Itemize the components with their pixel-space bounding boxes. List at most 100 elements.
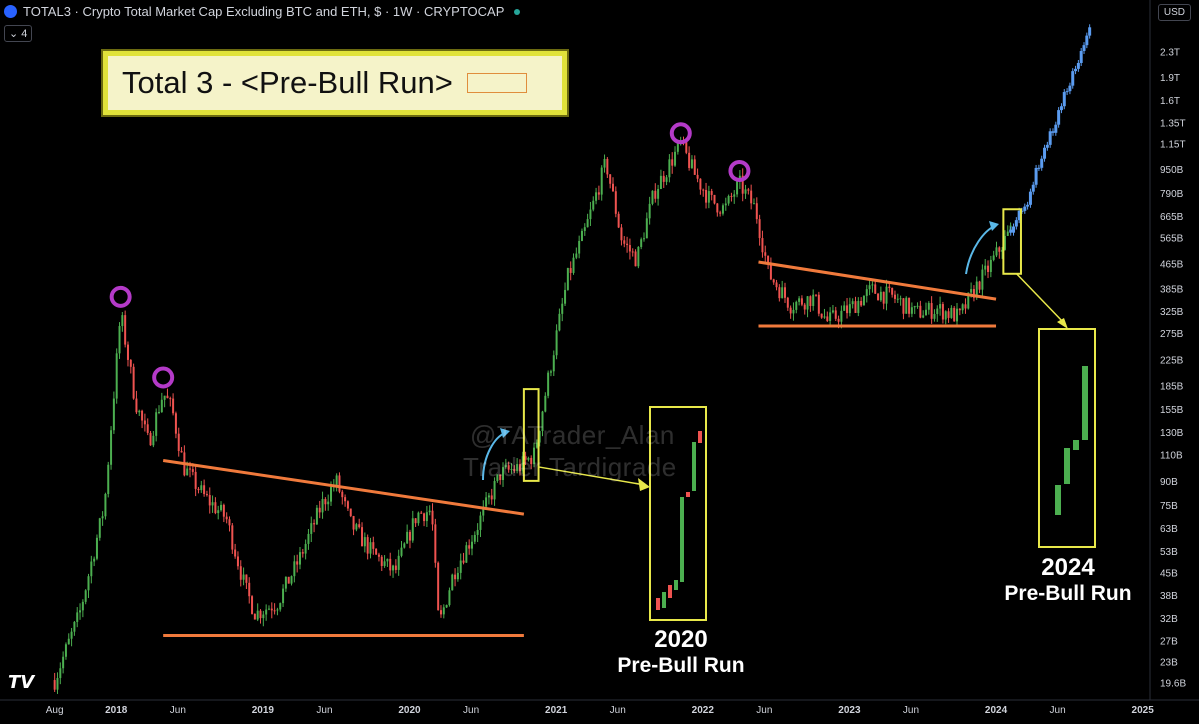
candle-body xyxy=(189,468,192,470)
candle-body xyxy=(919,305,922,318)
zoom-2024-box xyxy=(1038,328,1096,548)
candle-body xyxy=(132,366,135,399)
candle-body xyxy=(676,141,679,152)
projection-candle xyxy=(1037,167,1041,169)
candle-body xyxy=(504,465,507,468)
time-tick-label: Aug xyxy=(46,705,64,716)
price-tick-label: 385B xyxy=(1160,284,1184,295)
candle-body xyxy=(637,246,640,267)
candle-body xyxy=(437,562,440,611)
candle-body xyxy=(595,192,598,201)
price-tick-label: 45B xyxy=(1160,569,1178,580)
candle-body xyxy=(304,543,307,554)
projection-candle xyxy=(1085,35,1089,46)
candle-body xyxy=(614,191,617,214)
candle-body xyxy=(242,574,245,580)
candle-body xyxy=(902,298,905,314)
candle-body xyxy=(597,192,600,195)
candle-body xyxy=(592,200,595,210)
candle-body xyxy=(860,300,863,306)
candle-body xyxy=(555,330,558,356)
candle-body xyxy=(806,296,809,310)
candle-body xyxy=(998,247,1001,252)
candle-body xyxy=(891,287,894,295)
candle-body xyxy=(248,582,251,597)
candle-body xyxy=(958,308,961,311)
candle-body xyxy=(941,304,944,320)
candle-body xyxy=(834,310,837,319)
candle-body xyxy=(908,297,911,314)
candle-body xyxy=(719,212,722,214)
candle-body xyxy=(518,464,521,472)
candle-body xyxy=(668,159,671,178)
candle-body xyxy=(671,159,674,166)
candle-body xyxy=(674,151,677,166)
time-tick-label: 2021 xyxy=(545,705,568,716)
candle-body xyxy=(482,506,485,516)
symbol-header[interactable]: TOTAL3 · Crypto Total Market Cap Excludi… xyxy=(4,4,521,19)
candle-body xyxy=(366,537,369,554)
candle-body xyxy=(98,518,101,538)
candle-body xyxy=(423,513,426,522)
zoom-candle xyxy=(692,442,696,491)
price-tick-label: 1.15T xyxy=(1160,140,1186,151)
projection-candle xyxy=(1031,184,1035,192)
time-tick-label: Jun xyxy=(1050,705,1066,716)
projection-candle xyxy=(1054,124,1058,133)
candle-body xyxy=(87,576,90,591)
candle-body xyxy=(885,286,888,304)
currency-selector[interactable]: USD xyxy=(1157,4,1191,21)
candle-body xyxy=(107,464,110,495)
candle-body xyxy=(888,286,891,288)
candle-body xyxy=(566,268,569,290)
zoom-candle xyxy=(698,431,702,443)
candle-body xyxy=(259,610,262,619)
zoom-2020-box xyxy=(649,406,707,621)
candle-body xyxy=(831,310,834,313)
candle-body xyxy=(913,306,916,308)
candle-body xyxy=(586,219,589,228)
candle-body xyxy=(321,499,324,513)
candle-body xyxy=(800,298,803,305)
candle-body xyxy=(225,516,228,520)
candle-body xyxy=(905,297,908,314)
candle-body xyxy=(493,480,496,500)
cryptocap-logo-icon xyxy=(4,5,17,18)
candle-body xyxy=(721,205,724,214)
price-tick-label: 185B xyxy=(1160,381,1184,392)
symbol-title[interactable]: TOTAL3 · Crypto Total Market Cap Excludi… xyxy=(23,4,505,19)
projection-candle xyxy=(1045,144,1049,148)
candle-body xyxy=(713,194,716,204)
candle-body xyxy=(143,420,146,425)
candle-body xyxy=(293,561,296,577)
candle-body xyxy=(868,285,871,290)
zoom-candle xyxy=(680,497,684,582)
candle-body xyxy=(767,255,770,263)
candle-body xyxy=(690,159,693,168)
candle-body xyxy=(583,227,586,231)
candle-body xyxy=(397,555,400,570)
price-tick-label: 325B xyxy=(1160,307,1184,318)
indicator-toggle[interactable]: ⌄ 4 xyxy=(4,25,33,42)
candle-body xyxy=(476,529,479,535)
tradingview-logo-icon[interactable]: 𝙏𝙑 xyxy=(8,672,35,692)
candle-body xyxy=(975,281,978,298)
candle-body xyxy=(727,195,730,204)
candle-body xyxy=(267,608,270,610)
candle-body xyxy=(290,576,293,584)
candle-body xyxy=(648,203,651,219)
candle-body xyxy=(62,656,65,669)
candle-body xyxy=(899,298,902,300)
candle-body xyxy=(104,494,107,517)
candle-body xyxy=(417,512,420,524)
candle-body xyxy=(702,189,705,191)
projection-candle xyxy=(1059,106,1063,111)
projection-candle xyxy=(1065,91,1069,93)
peak-circle xyxy=(728,159,751,182)
label-2024: 2024 Pre-Bull Run xyxy=(993,554,1143,606)
zoom-candle xyxy=(656,598,660,610)
candle-body xyxy=(561,303,564,314)
zoom-candle xyxy=(1073,440,1079,450)
